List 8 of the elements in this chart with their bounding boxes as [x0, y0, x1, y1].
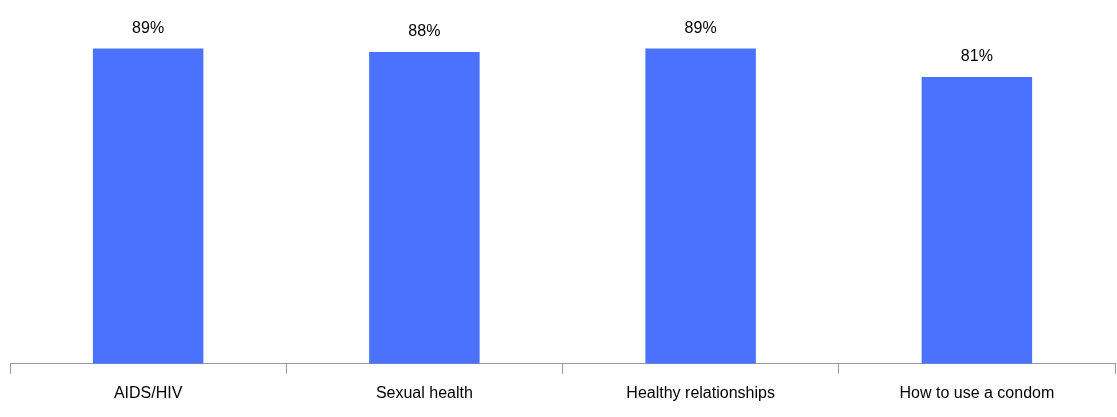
x-tick-label: Sexual health [375, 383, 473, 401]
data-label: 81% [960, 47, 993, 65]
x-tick-label: Healthy relationships [626, 383, 775, 401]
data-label: 89% [132, 18, 165, 36]
data-label: 88% [408, 22, 441, 40]
x-tick-label: AIDS/HIV [113, 383, 183, 401]
x-tick-label: How to use a condom [899, 383, 1055, 401]
data-label: 89% [684, 18, 717, 36]
